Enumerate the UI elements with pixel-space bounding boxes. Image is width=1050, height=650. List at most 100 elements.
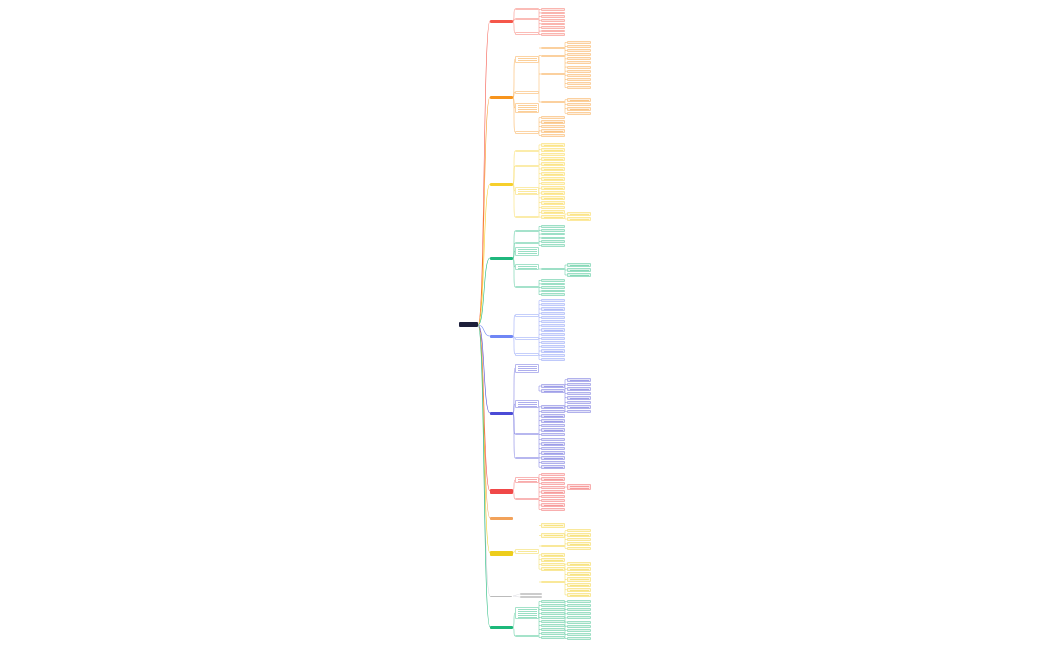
level2-node[interactable]	[515, 313, 539, 317]
level4-node[interactable]	[567, 61, 591, 65]
level3-node[interactable]	[541, 47, 565, 49]
level3-node[interactable]	[541, 129, 565, 133]
level2-node[interactable]	[515, 230, 539, 232]
level2-node[interactable]	[515, 31, 539, 35]
level3-node[interactable]	[541, 311, 565, 315]
branch-node[interactable]	[490, 488, 513, 494]
level3-node[interactable]	[541, 324, 565, 328]
level2-node[interactable]	[515, 242, 539, 244]
level2-node[interactable]	[520, 596, 542, 598]
level4-node[interactable]	[567, 608, 591, 612]
level4-node[interactable]	[567, 111, 591, 115]
level4-node[interactable]	[567, 533, 591, 537]
level3-node[interactable]	[541, 195, 565, 200]
level4-node[interactable]	[567, 69, 591, 73]
level2-node[interactable]	[515, 352, 539, 356]
level2-node[interactable]	[515, 165, 539, 167]
level3-node[interactable]	[541, 116, 565, 120]
level4-node[interactable]	[567, 572, 591, 577]
level3-node[interactable]	[541, 600, 565, 603]
level3-node[interactable]	[541, 384, 565, 388]
level4-node[interactable]	[567, 212, 591, 216]
branch-node[interactable]	[490, 19, 513, 23]
level3-node[interactable]	[541, 205, 565, 210]
level3-node[interactable]	[541, 341, 565, 345]
level4-node[interactable]	[567, 273, 591, 277]
level3-node[interactable]	[541, 414, 565, 418]
level2-node[interactable]	[515, 400, 539, 408]
level3-node[interactable]	[541, 636, 565, 639]
level2-node[interactable]	[515, 635, 539, 637]
level4-node[interactable]	[567, 41, 591, 45]
level3-node[interactable]	[541, 152, 565, 157]
level4-node[interactable]	[567, 636, 591, 640]
level4-node[interactable]	[567, 387, 591, 391]
level3-node[interactable]	[541, 244, 565, 247]
level4-node[interactable]	[567, 529, 591, 533]
level3-node[interactable]	[541, 54, 565, 57]
level3-node[interactable]	[541, 18, 565, 22]
level2-node[interactable]	[515, 433, 539, 435]
root-node[interactable]	[459, 322, 478, 327]
level3-node[interactable]	[541, 11, 565, 15]
level3-node[interactable]	[541, 451, 565, 456]
level3-node[interactable]	[541, 389, 565, 393]
level4-node[interactable]	[567, 592, 591, 597]
level3-node[interactable]	[541, 147, 565, 152]
level3-node[interactable]	[541, 320, 565, 324]
level3-node[interactable]	[541, 620, 565, 623]
level3-node[interactable]	[541, 171, 565, 176]
level2-node[interactable]	[515, 363, 539, 373]
level3-node[interactable]	[541, 236, 565, 240]
level3-node[interactable]	[541, 456, 565, 460]
level2-node[interactable]	[515, 477, 539, 483]
level3-node[interactable]	[541, 191, 565, 195]
level3-node[interactable]	[541, 210, 565, 215]
level3-node[interactable]	[541, 533, 565, 538]
level4-node[interactable]	[567, 53, 591, 57]
level4-node[interactable]	[567, 567, 591, 572]
level3-node[interactable]	[541, 405, 565, 409]
level4-node[interactable]	[567, 57, 591, 61]
level3-node[interactable]	[541, 336, 565, 340]
level3-node[interactable]	[541, 279, 565, 282]
level3-node[interactable]	[541, 353, 565, 357]
level3-node[interactable]	[541, 423, 565, 428]
level3-node[interactable]	[541, 567, 565, 571]
level3-node[interactable]	[541, 545, 565, 547]
level3-node[interactable]	[541, 432, 565, 437]
level4-node[interactable]	[567, 632, 591, 636]
level3-node[interactable]	[541, 494, 565, 498]
level4-node[interactable]	[567, 542, 591, 546]
level3-node[interactable]	[541, 303, 565, 307]
level3-node[interactable]	[541, 608, 565, 611]
level4-node[interactable]	[567, 537, 591, 542]
level4-node[interactable]	[567, 263, 591, 267]
level2-node[interactable]	[515, 8, 539, 10]
level4-node[interactable]	[567, 600, 591, 604]
level3-node[interactable]	[541, 8, 565, 11]
level3-node[interactable]	[541, 345, 565, 349]
branch-node[interactable]	[490, 516, 513, 520]
level3-node[interactable]	[541, 418, 565, 423]
level3-node[interactable]	[541, 22, 565, 26]
level3-node[interactable]	[541, 437, 565, 442]
level3-node[interactable]	[541, 15, 565, 18]
branch-node[interactable]	[490, 182, 513, 186]
level3-node[interactable]	[541, 73, 565, 75]
level2-node[interactable]	[515, 498, 539, 500]
branch-node[interactable]	[490, 595, 512, 597]
level3-node[interactable]	[541, 268, 565, 270]
level4-node[interactable]	[567, 396, 591, 400]
level2-node[interactable]	[515, 216, 539, 218]
level4-node[interactable]	[567, 107, 591, 111]
level3-node[interactable]	[541, 473, 565, 477]
level4-node[interactable]	[567, 49, 591, 53]
level2-node[interactable]	[515, 336, 539, 340]
level3-node[interactable]	[541, 349, 565, 353]
level4-node[interactable]	[567, 624, 591, 628]
level3-node[interactable]	[541, 428, 565, 432]
level4-node[interactable]	[567, 587, 591, 592]
level4-node[interactable]	[567, 409, 591, 413]
level4-node[interactable]	[567, 612, 591, 616]
